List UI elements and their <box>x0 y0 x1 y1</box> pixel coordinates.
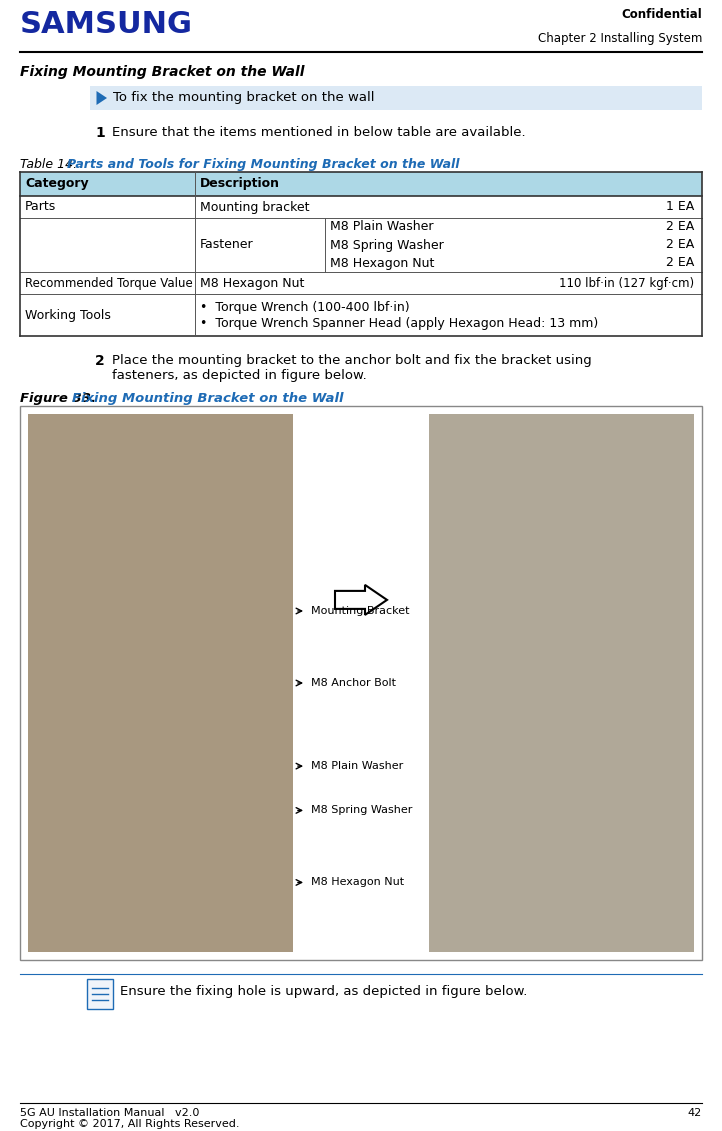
Text: Category: Category <box>25 178 89 190</box>
FancyBboxPatch shape <box>87 979 113 1009</box>
Text: Fastener: Fastener <box>200 239 253 251</box>
Text: Ensure the fixing hole is upward, as depicted in figure below.: Ensure the fixing hole is upward, as dep… <box>120 985 527 999</box>
Text: 1 EA: 1 EA <box>666 200 694 214</box>
Text: Copyright © 2017, All Rights Reserved.: Copyright © 2017, All Rights Reserved. <box>20 1119 240 1129</box>
Text: M8 Hexagon Nut: M8 Hexagon Nut <box>330 257 435 269</box>
FancyBboxPatch shape <box>28 414 293 952</box>
Text: Fixing Mounting Bracket on the Wall: Fixing Mounting Bracket on the Wall <box>72 392 344 405</box>
FancyBboxPatch shape <box>90 86 702 110</box>
Text: Parts and Tools for Fixing Mounting Bracket on the Wall: Parts and Tools for Fixing Mounting Brac… <box>67 158 459 171</box>
Text: 1: 1 <box>95 126 105 140</box>
FancyBboxPatch shape <box>20 172 702 196</box>
Text: Description: Description <box>200 178 280 190</box>
Text: 2 EA: 2 EA <box>666 239 694 251</box>
Text: M8 Spring Washer: M8 Spring Washer <box>311 805 412 815</box>
FancyBboxPatch shape <box>429 414 694 952</box>
Text: 2 EA: 2 EA <box>666 257 694 269</box>
Text: 42: 42 <box>688 1108 702 1119</box>
Text: •  Torque Wrench (100-400 lbf·in): • Torque Wrench (100-400 lbf·in) <box>200 301 409 313</box>
Text: Confidential: Confidential <box>621 8 702 21</box>
Text: Figure 33.: Figure 33. <box>20 392 100 405</box>
Text: Chapter 2 Installing System: Chapter 2 Installing System <box>538 32 702 45</box>
Text: Recommended Torque Value: Recommended Torque Value <box>25 276 193 290</box>
Text: Place the mounting bracket to the anchor bolt and fix the bracket using: Place the mounting bracket to the anchor… <box>112 354 592 366</box>
Text: Fixing Mounting Bracket on the Wall: Fixing Mounting Bracket on the Wall <box>20 64 305 79</box>
Text: Mounting bracket: Mounting bracket <box>200 200 310 214</box>
Text: M8 Spring Washer: M8 Spring Washer <box>330 239 444 251</box>
Text: Parts: Parts <box>25 200 56 214</box>
Text: Working Tools: Working Tools <box>25 309 111 321</box>
Text: M8 Anchor Bolt: M8 Anchor Bolt <box>311 677 396 688</box>
Text: 2: 2 <box>95 354 105 368</box>
Text: 5G AU Installation Manual   v2.0: 5G AU Installation Manual v2.0 <box>20 1108 199 1119</box>
FancyBboxPatch shape <box>20 406 702 960</box>
Text: •  Torque Wrench Spanner Head (apply Hexagon Head: 13 mm): • Torque Wrench Spanner Head (apply Hexa… <box>200 318 599 330</box>
Text: 110 lbf·in (127 kgf·cm): 110 lbf·in (127 kgf·cm) <box>559 276 694 290</box>
Text: M8 Plain Washer: M8 Plain Washer <box>330 221 433 233</box>
Text: SAMSUNG: SAMSUNG <box>20 10 193 38</box>
Text: Table 14.: Table 14. <box>20 158 81 171</box>
Text: M8 Hexagon Nut: M8 Hexagon Nut <box>200 276 305 290</box>
Polygon shape <box>97 90 107 105</box>
FancyArrow shape <box>335 585 387 615</box>
Text: M8 Plain Washer: M8 Plain Washer <box>311 761 404 771</box>
Text: Ensure that the items mentioned in below table are available.: Ensure that the items mentioned in below… <box>112 126 526 139</box>
Text: M8 Hexagon Nut: M8 Hexagon Nut <box>311 878 404 888</box>
Text: Mounting Bracket: Mounting Bracket <box>311 606 409 616</box>
Text: 2 EA: 2 EA <box>666 221 694 233</box>
Text: To fix the mounting bracket on the wall: To fix the mounting bracket on the wall <box>113 92 375 104</box>
Text: fasteners, as depicted in figure below.: fasteners, as depicted in figure below. <box>112 369 367 382</box>
